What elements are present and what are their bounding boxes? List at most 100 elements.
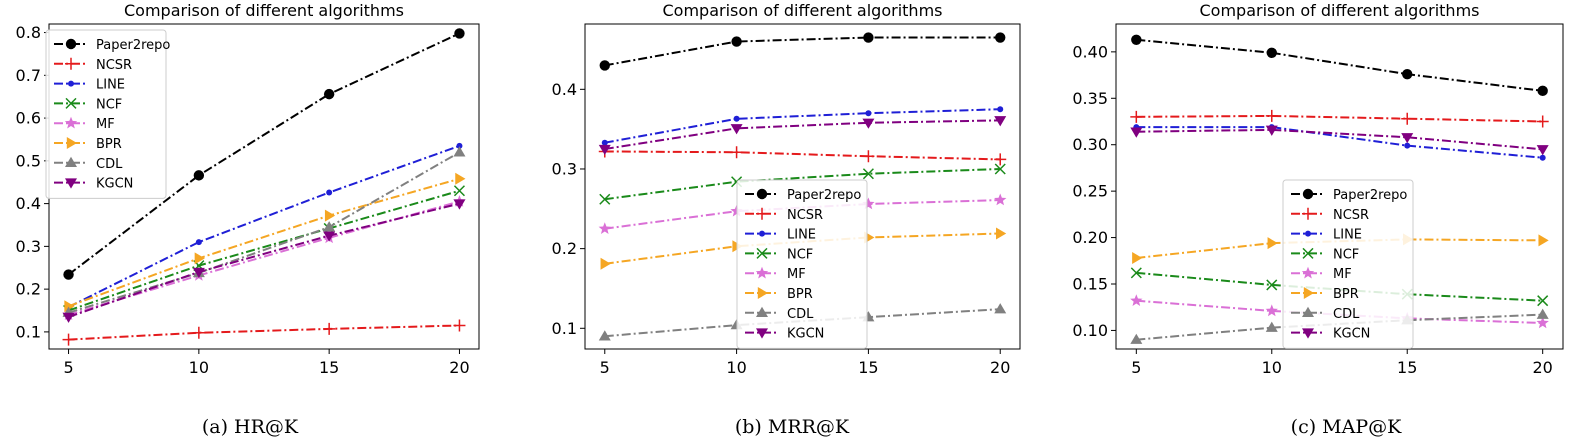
legend-label-paper2repo: Paper2repo: [1333, 188, 1407, 203]
legend: Paper2repo NCSR LINE NCF MF BPR CDL KGCN: [736, 179, 868, 349]
legend-label-mf: MF: [787, 267, 806, 282]
x-tick-label: 10: [189, 358, 209, 377]
data-point-kgcn: [192, 267, 205, 279]
legend-label-mf: MF: [96, 117, 115, 132]
data-point-paper2repo: [63, 269, 74, 280]
legend-label-ncf: NCF: [96, 97, 122, 112]
data-point-paper2repo: [863, 32, 874, 43]
series-line-paper2repo: [604, 36, 1001, 67]
data-point-ncsr: [323, 322, 336, 335]
data-point-kgcn: [994, 116, 1007, 127]
legend-label-line: LINE: [1333, 228, 1362, 243]
data-point-ncf: [994, 163, 1006, 175]
data-point-paper2repo: [599, 60, 610, 71]
data-point-ncf: [453, 185, 465, 197]
data-point-paper2repo: [193, 170, 205, 181]
legend-label-line: LINE: [96, 78, 125, 93]
data-point-mf: [598, 222, 611, 234]
data-point-line: [1404, 142, 1411, 149]
y-tick-label: 0.35: [1072, 89, 1108, 108]
data-point-ncsr: [62, 333, 75, 346]
legend-label-cdl: CDL: [787, 307, 814, 322]
data-point-line: [456, 142, 463, 149]
series-line-kgcn: [604, 119, 1001, 151]
y-tick-label: 0.1: [16, 322, 41, 341]
axes-frame: [584, 23, 1021, 350]
series-line-ncf: [604, 167, 1001, 201]
legend-marker-ncsr: [65, 57, 77, 70]
y-tick-label: 0.6: [16, 109, 41, 128]
legend-label-bpr: BPR: [787, 287, 813, 302]
data-point-bpr: [600, 257, 611, 270]
data-point-bpr: [996, 227, 1007, 240]
x-tick-label: 5: [600, 358, 610, 377]
x-tick-label: 20: [449, 358, 469, 377]
legend-marker-bpr: [757, 287, 768, 299]
data-point-paper2repo: [995, 32, 1006, 43]
legend-marker-line: [68, 80, 74, 87]
legend-marker-line: [759, 230, 765, 237]
y-tick-label: 0.4: [552, 80, 577, 99]
data-point-kgcn: [323, 231, 336, 242]
data-point-ncsr: [1130, 110, 1143, 123]
legend-box: [736, 179, 868, 349]
data-point-line: [1539, 154, 1546, 161]
data-point-bpr: [194, 252, 205, 265]
data-point-kgcn: [598, 144, 611, 156]
series-line-ncsr: [604, 150, 1001, 161]
data-point-mf: [1265, 304, 1278, 317]
legend-marker-paper2repo: [65, 38, 77, 50]
data-point-cdl: [1265, 321, 1278, 332]
legend-label-ncf: NCF: [1333, 247, 1359, 262]
series-line-kgcn: [1136, 128, 1543, 151]
legend-marker-kgcn: [1302, 328, 1314, 339]
data-point-kgcn: [730, 124, 743, 135]
legend-marker-cdl: [65, 156, 77, 167]
chart-panel-2: Comparison of different algorithms 0.1 0.2…: [552, 1, 1021, 438]
data-point-kgcn: [862, 118, 875, 129]
legend-marker-paper2repo: [1302, 188, 1314, 200]
y-tick-label: 0.40: [1072, 42, 1108, 61]
data-point-cdl: [598, 330, 611, 341]
chart-title: Comparison of different algorithms: [124, 1, 404, 20]
data-point-paper2repo: [454, 28, 465, 39]
legend-box: [1282, 179, 1414, 349]
series-line-ncsr: [68, 324, 460, 341]
data-point-ncf: [1130, 267, 1142, 279]
data-point-paper2repo: [1131, 34, 1142, 45]
legend: Paper2repo NCSR LINE NCF MF BPR CDL KGCN: [1282, 179, 1414, 349]
legend-marker-kgcn: [756, 328, 768, 339]
legend-marker-cdl: [756, 306, 768, 317]
data-point-ncsr: [1401, 112, 1414, 125]
data-point-kgcn: [62, 312, 75, 323]
legend-label-kgcn: KGCN: [787, 327, 824, 342]
x-tick-label: 20: [1533, 358, 1553, 377]
x-tick-label: 10: [1262, 358, 1282, 377]
data-point-line: [865, 110, 872, 117]
y-tick-label: 0.15: [1072, 275, 1108, 294]
y-tick-label: 0.25: [1072, 182, 1108, 201]
series-line-mf: [604, 199, 1001, 230]
data-point-kgcn: [1130, 127, 1143, 138]
data-point-ncf: [599, 193, 611, 205]
legend-marker-kgcn: [65, 178, 77, 189]
chart-panel-3: Comparison of different algorithms 0.10 0.…: [1072, 1, 1564, 438]
legend-marker-cdl: [1302, 306, 1314, 317]
series-line-line: [604, 108, 1001, 144]
legend-label-kgcn: KGCN: [96, 177, 133, 192]
y-tick-label: 0.1: [552, 319, 577, 338]
legend-marker-mf: [1301, 266, 1315, 279]
data-point-cdl: [1130, 333, 1143, 344]
x-tick-label: 5: [1131, 358, 1141, 377]
legend-marker-bpr: [66, 137, 77, 149]
data-point-kgcn: [453, 199, 466, 210]
series-line-line: [68, 144, 460, 308]
panel-caption: (b) MRR@K: [735, 416, 850, 438]
panel-caption: (c) MAP@K: [1291, 416, 1402, 438]
legend-label-ncsr: NCSR: [96, 58, 132, 73]
series-line-cdl: [604, 308, 1001, 338]
data-point-mf: [1130, 294, 1143, 306]
data-point-line: [195, 239, 202, 246]
series-line-paper2repo: [1136, 38, 1543, 92]
series-line-kgcn: [68, 202, 460, 318]
